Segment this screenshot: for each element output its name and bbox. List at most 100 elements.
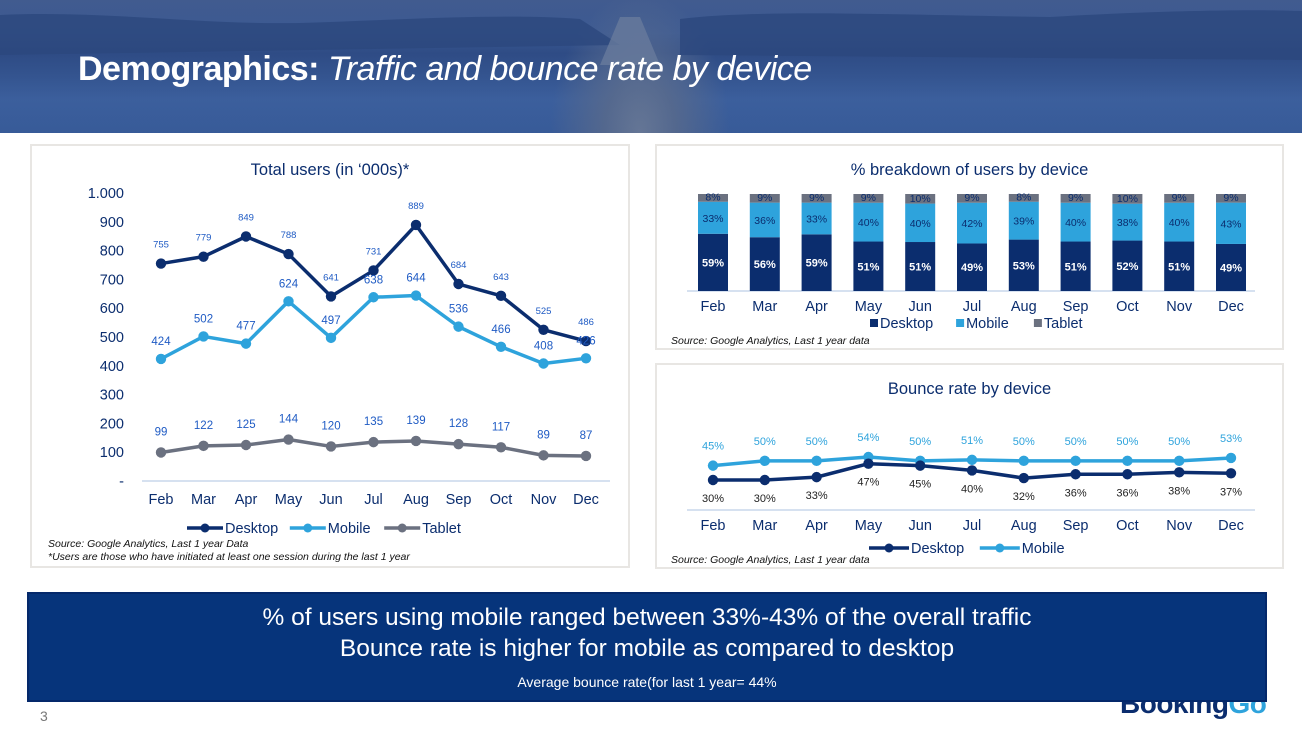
x-tick-label: Jun xyxy=(909,299,932,315)
bar-segment-mobile xyxy=(1164,202,1195,242)
data-point-desktop xyxy=(453,278,464,290)
data-label: 641 xyxy=(323,272,339,283)
data-label: 139 xyxy=(406,415,425,427)
data-label: 50% xyxy=(1168,436,1190,448)
breakdown-chart: 59% 33% 8% Feb 56% 36% 9% Mar 59% 33% 9% Apr 51% 40% 9… xyxy=(687,191,1255,332)
data-label: 122 xyxy=(194,420,213,432)
x-tick-label: Dec xyxy=(1218,518,1244,534)
bar-segment-tablet xyxy=(957,194,987,203)
data-label: 10% xyxy=(910,193,931,205)
y-tick-label: 500 xyxy=(100,330,124,346)
bar-segment-mobile xyxy=(801,202,832,235)
bar-segment-mobile xyxy=(1060,202,1091,242)
x-tick-label: May xyxy=(855,299,883,315)
x-tick-label: Oct xyxy=(1116,518,1139,534)
data-point-mobile xyxy=(1174,455,1185,467)
data-label: 117 xyxy=(492,421,510,433)
data-label: 89 xyxy=(537,429,550,441)
bar-segment-desktop xyxy=(1112,240,1143,291)
bar-segment-tablet xyxy=(698,194,728,202)
data-point-desktop xyxy=(283,248,294,260)
data-label: 52% xyxy=(1116,261,1138,273)
data-label: 424 xyxy=(151,336,171,348)
total-users-panel: Total users (in ‘000s)* - 100 200 300 400 500… xyxy=(30,144,630,568)
data-point-mobile xyxy=(198,331,209,342)
data-label: 9% xyxy=(1223,192,1238,204)
y-tick-label: 400 xyxy=(100,359,124,375)
bar-segment-desktop xyxy=(749,237,780,291)
data-point-desktop xyxy=(495,290,507,302)
x-tick-label: Sep xyxy=(1063,518,1089,534)
data-label: 33% xyxy=(806,490,828,502)
data-label: 53% xyxy=(1220,433,1242,445)
data-label: 426 xyxy=(576,335,595,347)
y-tick-label: 1.000 xyxy=(88,186,124,202)
data-point-desktop xyxy=(811,471,822,483)
legend-marker-tablet xyxy=(397,523,407,533)
bar-segment-mobile xyxy=(1112,203,1143,241)
data-label: 9% xyxy=(757,192,772,204)
bar-segment-desktop xyxy=(1216,243,1246,291)
data-label: 33% xyxy=(806,213,827,225)
data-label: 9% xyxy=(1068,192,1083,204)
x-tick-label: Oct xyxy=(1116,299,1139,315)
total-users-chart: - 100 200 300 400 500 600 700 800 900 1.000 Feb Mar A… xyxy=(88,186,610,537)
legend-marker-desktop xyxy=(884,543,894,553)
x-tick-label: May xyxy=(855,518,883,534)
x-tick-label: Jun xyxy=(909,518,932,534)
x-tick-label: Oct xyxy=(490,492,513,508)
legend-swatch-mobile xyxy=(956,319,965,327)
data-label: 51% xyxy=(857,261,879,273)
data-point-desktop xyxy=(1122,469,1133,480)
data-label: 40% xyxy=(961,483,983,495)
data-label: 779 xyxy=(196,233,212,244)
data-point-desktop xyxy=(198,251,209,262)
source-note: Source: Google Analytics, Last 1 year da… xyxy=(671,335,870,347)
data-label: 731 xyxy=(366,246,382,257)
data-point-tablet xyxy=(538,450,549,461)
x-tick-label: Dec xyxy=(573,492,599,508)
data-label: 49% xyxy=(1220,262,1242,274)
data-point-mobile xyxy=(325,332,337,344)
data-label: 36% xyxy=(754,215,775,227)
data-label: 32% xyxy=(1013,491,1035,503)
x-tick-label: Jul xyxy=(963,299,982,315)
data-label: 120 xyxy=(321,420,340,432)
data-label: 50% xyxy=(806,436,828,448)
data-point-tablet xyxy=(283,434,294,445)
bar-segment-desktop xyxy=(957,243,987,291)
data-label: 51% xyxy=(1065,261,1087,273)
data-label: 50% xyxy=(909,436,931,448)
bar-segment-desktop xyxy=(1008,239,1039,291)
data-label: 51% xyxy=(909,262,931,274)
data-label: 53% xyxy=(1013,260,1035,272)
data-point-mobile xyxy=(538,358,549,369)
bar-segment-tablet xyxy=(1008,194,1039,202)
y-tick-label: 200 xyxy=(100,416,124,432)
data-label: 9% xyxy=(1172,192,1187,204)
data-label: 40% xyxy=(1169,217,1190,229)
bar-segment-tablet xyxy=(853,194,884,203)
legend-marker-mobile xyxy=(303,523,313,533)
data-label: 497 xyxy=(321,315,340,327)
x-tick-label: Nov xyxy=(531,492,558,508)
data-label: 30% xyxy=(702,493,724,505)
x-tick-label: Aug xyxy=(1011,518,1037,534)
data-point-mobile xyxy=(283,296,294,307)
data-point-desktop xyxy=(325,291,337,302)
data-label: 33% xyxy=(702,213,723,225)
bar-segment-desktop xyxy=(698,233,728,291)
bar-segment-mobile xyxy=(698,201,728,234)
data-point-desktop xyxy=(1018,472,1029,484)
source-note: Source: Google Analytics, Last 1 year da… xyxy=(671,554,870,566)
x-tick-label: Jul xyxy=(963,518,982,534)
data-label: 37% xyxy=(1220,486,1242,498)
bar-segment-tablet xyxy=(801,194,832,203)
bounce-panel: Bounce rate by device Feb Mar Apr May Jun Jul… xyxy=(655,363,1284,569)
data-point-desktop xyxy=(538,324,549,335)
bar-segment-desktop xyxy=(853,241,884,291)
data-point-desktop xyxy=(1225,468,1237,479)
x-tick-label: Nov xyxy=(1166,299,1193,315)
data-point-mobile xyxy=(1070,455,1081,467)
data-label: 144 xyxy=(279,414,299,426)
